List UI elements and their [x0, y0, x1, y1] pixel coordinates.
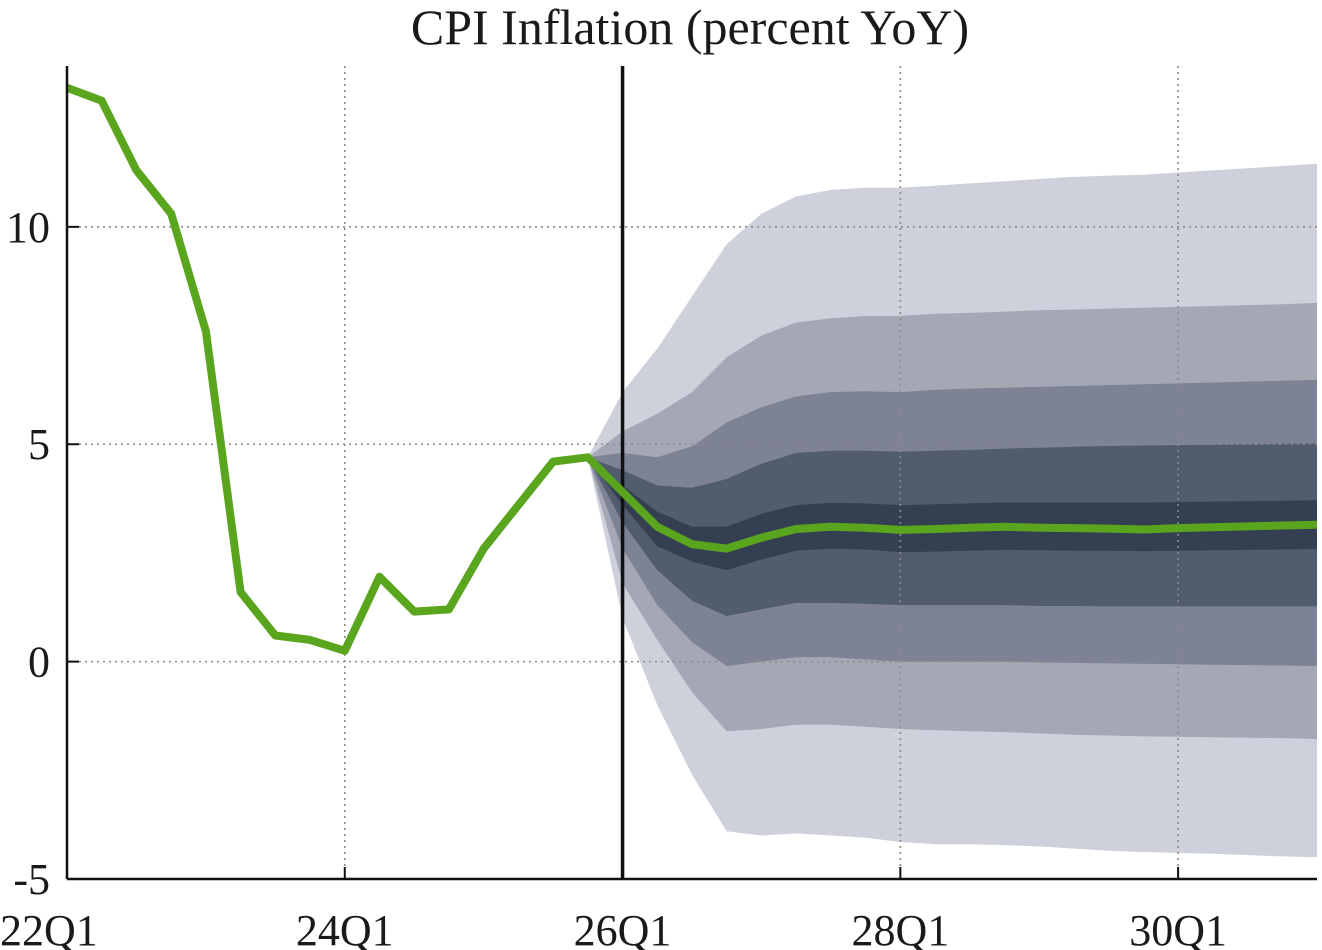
series-lines — [65, 83, 1318, 655]
chart-title: CPI Inflation (percent YoY) — [411, 0, 969, 55]
y-tick-label-0: 0 — [28, 638, 50, 687]
grid-lines — [66, 66, 1317, 879]
y-tick-label-5: 5 — [28, 420, 50, 469]
x-tick-label-22Q1: 22Q1 — [0, 906, 98, 950]
y-tick-label-10: 10 — [6, 203, 50, 252]
fan-band-5 — [587, 457, 1317, 571]
x-tick-label-30Q1: 30Q1 — [1129, 906, 1227, 950]
series-line-1 — [65, 83, 1318, 655]
y-tick-label--5: -5 — [13, 855, 50, 904]
x-tick-label-26Q1: 26Q1 — [574, 906, 672, 950]
axes — [65, 66, 1317, 881]
tick-labels: 22Q1 24Q1 26Q1 28Q1 30Q1 -5 0 5 10 — [0, 203, 1227, 950]
x-tick-label-24Q1: 24Q1 — [296, 906, 394, 950]
fan-chart-bands — [587, 163, 1317, 858]
x-tick-label-28Q1: 28Q1 — [851, 906, 949, 950]
